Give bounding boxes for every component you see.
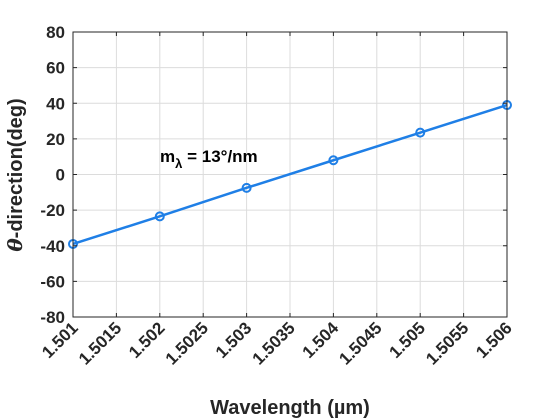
y-axis-title-text: -direction(deg) — [5, 98, 27, 238]
y-tick-label: 0 — [56, 166, 65, 185]
y-axis-title-symbol: θ — [3, 238, 27, 252]
data-point — [241, 182, 252, 193]
annotation-rest: = 13°/nm — [182, 147, 257, 166]
x-tick-label: 1.5025 — [162, 318, 212, 368]
annotation-subscript: λ — [175, 156, 183, 171]
series-line — [72, 103, 508, 246]
y-tick-labels: -80 -60 -40 -20 0 20 40 60 80 — [40, 23, 65, 327]
y-tick-label: 80 — [46, 23, 65, 42]
y-axis-title: θ-direction(deg) — [3, 98, 27, 251]
slope-annotation: mλ = 13°/nm — [160, 147, 258, 171]
x-tick-label: 1.506 — [472, 318, 516, 362]
y-tick-label: 20 — [46, 130, 65, 149]
x-tick-label: 1.5015 — [75, 318, 125, 368]
y-tick-label: 40 — [46, 94, 65, 113]
x-tick-label: 1.5035 — [249, 318, 299, 368]
y-tick-label: 60 — [46, 59, 65, 78]
x-tick-label: 1.5045 — [335, 318, 385, 368]
y-tick-label: -80 — [40, 308, 65, 327]
data-point — [154, 211, 165, 222]
data-point — [415, 127, 426, 138]
x-axis-title: Wavelength (µm) — [210, 397, 370, 419]
annotation-base: m — [160, 147, 175, 166]
y-tick-label: -40 — [40, 237, 65, 256]
tick-layer — [72, 31, 508, 318]
y-tick-label: -60 — [40, 272, 65, 291]
y-tick-label: -20 — [40, 201, 65, 220]
x-tick-label: 1.5055 — [422, 318, 472, 368]
data-point — [328, 155, 339, 166]
